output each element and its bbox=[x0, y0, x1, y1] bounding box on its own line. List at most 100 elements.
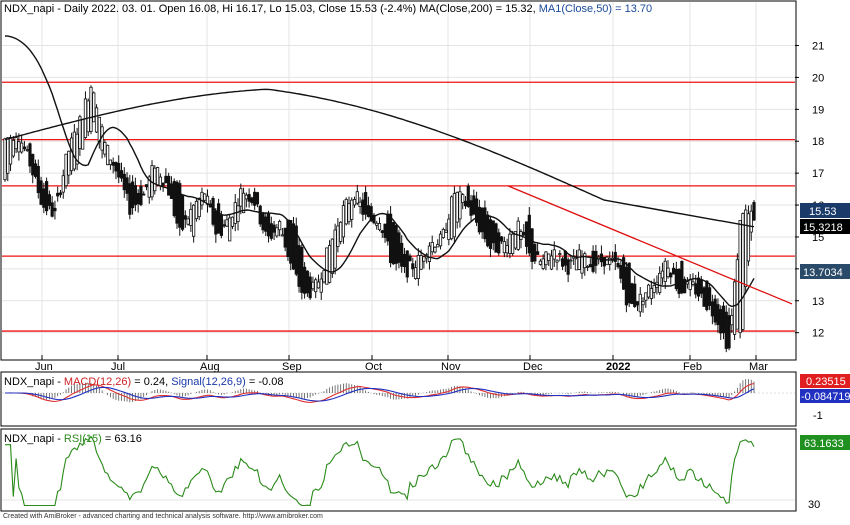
candle-body bbox=[666, 267, 670, 278]
candle-body bbox=[47, 194, 51, 206]
rsi-panel[interactable]: NDX_napi - RSI(15) = 63.16 30 63.1633 bbox=[0, 428, 850, 512]
candle-body bbox=[78, 116, 82, 149]
candle-body bbox=[17, 141, 21, 153]
candle-body bbox=[164, 175, 168, 184]
candle-body bbox=[33, 163, 38, 177]
candle-body bbox=[178, 183, 182, 228]
candle-body bbox=[375, 222, 379, 226]
candle-body bbox=[444, 229, 448, 233]
candle-body bbox=[566, 259, 570, 275]
candle-body bbox=[455, 191, 459, 223]
candle-body bbox=[266, 213, 271, 237]
candle-body bbox=[339, 221, 343, 242]
price-panel-frame bbox=[0, 0, 797, 361]
y-tick-label: 17 bbox=[812, 168, 824, 180]
x-tick-label: 2022 bbox=[606, 361, 630, 373]
x-tick-label: Jul bbox=[111, 361, 125, 373]
candle-body bbox=[450, 196, 454, 240]
candle-body bbox=[358, 201, 362, 207]
candle-body bbox=[397, 232, 401, 263]
candle-body bbox=[355, 191, 359, 204]
candle-body bbox=[491, 220, 495, 244]
candle-body bbox=[511, 233, 515, 254]
candle-body bbox=[641, 301, 645, 306]
macd-panel-frame bbox=[0, 371, 797, 427]
candle-body bbox=[683, 278, 687, 294]
y-tick-label: 18 bbox=[812, 136, 824, 148]
candle-body bbox=[671, 267, 676, 275]
candle-body bbox=[250, 197, 254, 204]
candle-body bbox=[483, 207, 487, 240]
signal-badge-text: -0.084719 bbox=[801, 391, 850, 403]
candle-body bbox=[630, 283, 634, 305]
candle-body bbox=[69, 137, 74, 171]
candle-body bbox=[253, 191, 257, 206]
candle-body bbox=[122, 173, 126, 191]
candle-body bbox=[555, 259, 559, 263]
price-grid bbox=[2, 2, 795, 358]
candle-body bbox=[366, 205, 371, 217]
candle-body bbox=[189, 208, 193, 227]
candle-body bbox=[269, 223, 273, 239]
candle-body bbox=[56, 192, 60, 197]
candle-body bbox=[499, 236, 504, 242]
candle-body bbox=[713, 298, 717, 323]
candle-body bbox=[608, 257, 612, 265]
candle-body bbox=[61, 175, 65, 193]
candle-body bbox=[430, 242, 434, 253]
candle-body bbox=[322, 270, 326, 283]
candle-body bbox=[563, 250, 567, 266]
x-tick-label: Sep bbox=[282, 361, 302, 373]
candle-body bbox=[638, 293, 642, 313]
candle-body bbox=[119, 170, 124, 179]
candle-body bbox=[136, 193, 140, 205]
candle-body bbox=[111, 161, 115, 166]
candle-body bbox=[192, 204, 196, 237]
candle-body bbox=[413, 267, 418, 279]
candle-body bbox=[469, 200, 473, 216]
candle-body bbox=[183, 215, 187, 220]
price-panel[interactable]: 12131415161718192021 JunJulAugSepOctNovD… bbox=[0, 0, 850, 373]
candle-body bbox=[316, 281, 321, 289]
candle-body bbox=[314, 279, 318, 293]
candle-body bbox=[377, 223, 382, 231]
candle-body bbox=[180, 194, 185, 230]
candles bbox=[3, 85, 756, 353]
candle-body bbox=[153, 167, 157, 192]
candle-body bbox=[97, 116, 101, 143]
candle-body bbox=[400, 242, 404, 267]
candle-body bbox=[544, 251, 548, 266]
candle-body bbox=[719, 309, 723, 334]
candle-body bbox=[466, 185, 470, 207]
candle-body bbox=[405, 250, 409, 278]
candle-body bbox=[14, 137, 18, 150]
candle-body bbox=[497, 232, 501, 254]
candle-body bbox=[699, 279, 703, 294]
y-tick-label: 21 bbox=[812, 41, 824, 53]
macd-line bbox=[5, 383, 755, 404]
candle-body bbox=[391, 222, 395, 265]
candle-body bbox=[732, 281, 737, 335]
candle-body bbox=[211, 198, 215, 225]
candle-body bbox=[577, 249, 581, 270]
candle-body bbox=[436, 244, 440, 248]
candle-body bbox=[502, 241, 506, 254]
candle-body bbox=[541, 258, 545, 269]
candle-body bbox=[663, 260, 667, 282]
rsi-header-ticker: NDX_napi bbox=[4, 433, 54, 445]
x-tick-label: Mar bbox=[749, 361, 768, 373]
footer-credit: Created with AmiBroker - advanced charti… bbox=[3, 513, 323, 520]
candle-body bbox=[452, 193, 457, 238]
candle-body bbox=[702, 287, 706, 307]
macd-panel[interactable]: NDX_napi - MACD(12,26) = 0.24, Signal(12… bbox=[0, 371, 850, 427]
candle-body bbox=[297, 245, 301, 287]
candle-body bbox=[72, 131, 76, 170]
candle-body bbox=[197, 198, 201, 218]
candle-body bbox=[588, 264, 592, 268]
signal-line bbox=[5, 386, 755, 402]
rsi-badge-text: 63.1633 bbox=[804, 438, 844, 450]
macd-y-tick: -1 bbox=[813, 410, 823, 422]
candle-body bbox=[669, 272, 673, 278]
ma200-badge-text: 15.3218 bbox=[803, 222, 843, 234]
